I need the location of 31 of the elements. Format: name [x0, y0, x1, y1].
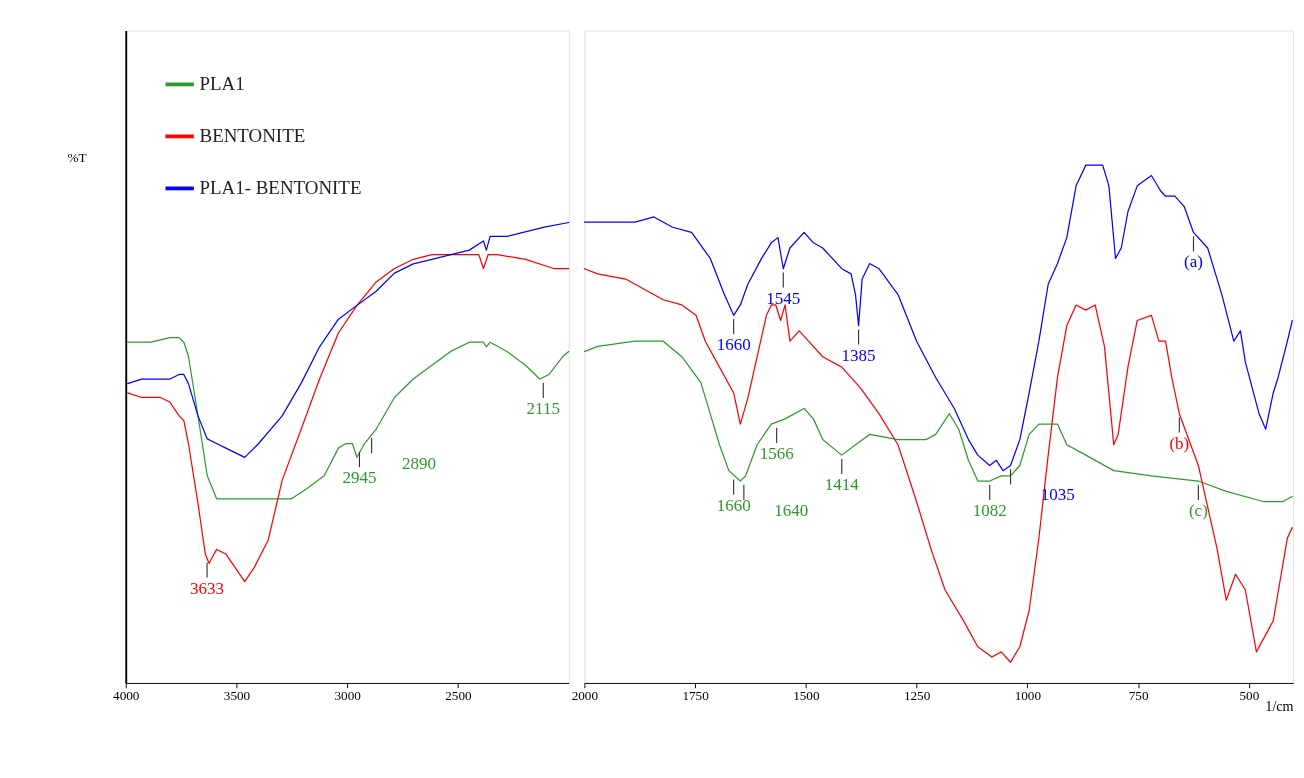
annotation: 2945 — [342, 468, 377, 488]
x-tick-label: 1750 — [682, 688, 710, 704]
y-axis-title: %T — [67, 150, 87, 166]
annotation: (b) — [1169, 433, 1190, 453]
x-axis-title: 1/cm — [1265, 697, 1294, 714]
annotation: 1414 — [824, 475, 860, 495]
x-tick-label: 1250 — [903, 688, 931, 704]
x-tick-label: 3500 — [223, 688, 251, 704]
annotation: (c) — [1188, 501, 1208, 520]
legend-label: PLA1 — [199, 73, 245, 95]
x-tick-label: 500 — [1239, 688, 1260, 704]
annotation: 1640 — [774, 501, 809, 520]
x-tick-label: 4000 — [113, 688, 140, 704]
x-tick-label: 1500 — [793, 688, 820, 704]
legend-label: BENTONITE — [199, 125, 306, 147]
annotation: 1660 — [716, 495, 751, 515]
annotation: 1566 — [759, 444, 794, 464]
x-tick-label: 2500 — [445, 688, 473, 704]
annotation: 1660 — [716, 335, 751, 355]
annotation: 2115 — [526, 399, 560, 419]
annotation: 3633 — [190, 578, 225, 598]
annotation: 1082 — [972, 501, 1007, 520]
annotation: 2890 — [401, 454, 436, 474]
annotation: (a) — [1184, 252, 1203, 272]
x-tick-label: 3000 — [334, 688, 362, 704]
x-tick-label: 2000 — [571, 688, 599, 704]
annotation: 1385 — [841, 345, 876, 365]
legend-label: PLA1- BENTONITE — [199, 177, 362, 199]
x-tick-label: 1000 — [1014, 688, 1042, 704]
annotation: 1545 — [766, 288, 801, 308]
x-tick-label: 750 — [1128, 688, 1149, 704]
